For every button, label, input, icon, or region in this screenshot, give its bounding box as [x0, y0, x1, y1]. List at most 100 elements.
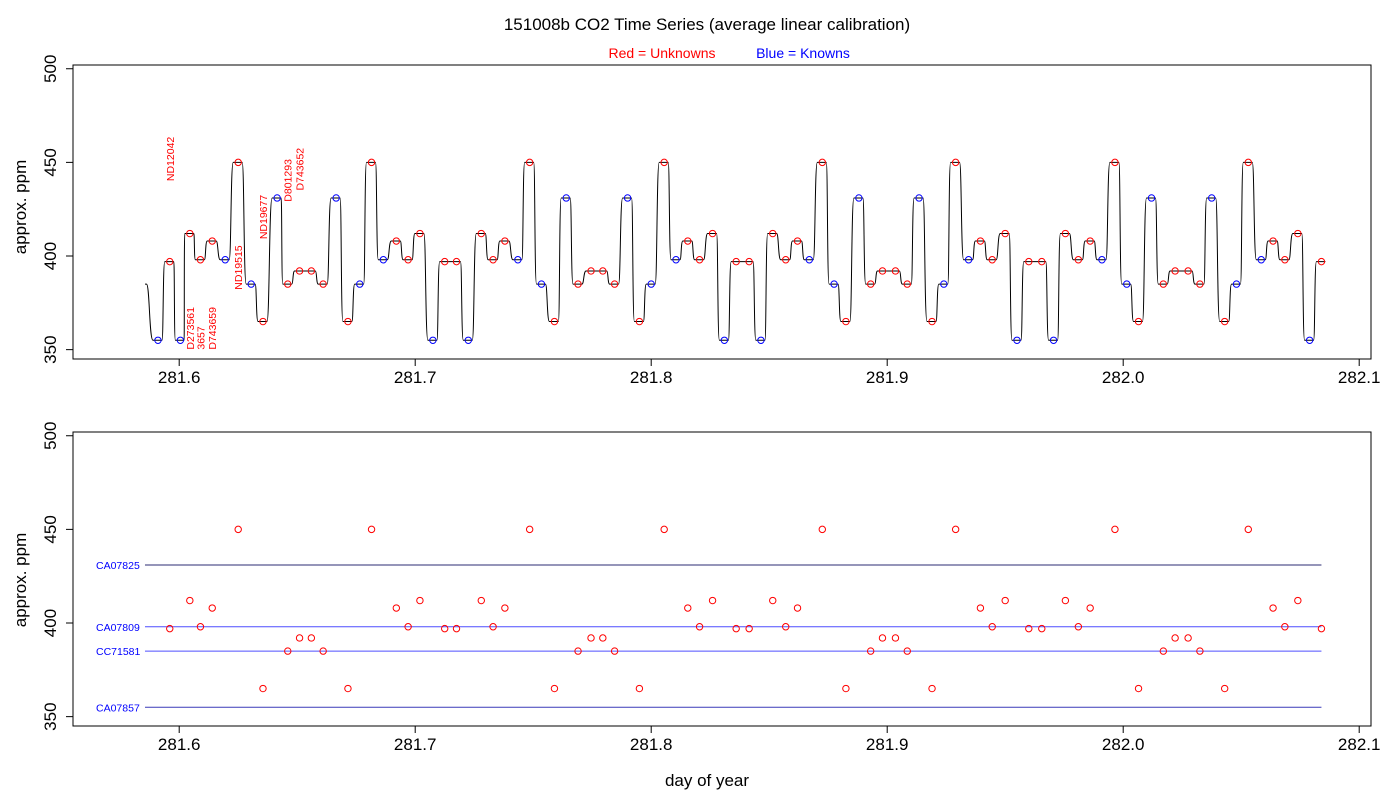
top-y-tick-label: 350: [41, 335, 60, 363]
unknown-point-marker: [307, 267, 316, 275]
unknown-point-marker: [166, 624, 174, 633]
top-panel-time-series: approx. ppm 281.6 281.7 281.8 281.9 282.0 282…: [11, 55, 1380, 387]
unknown-point-marker: [1111, 525, 1119, 534]
top-plot-frame: [72, 64, 1372, 360]
unknown-point-marker: [976, 604, 985, 612]
unknown-point-marker: [818, 525, 826, 534]
unknown-point-marker: [501, 237, 509, 245]
unknown-point-marker: [599, 634, 607, 642]
sample-id-label: D273561: [185, 307, 197, 350]
unknown-point-marker: [1134, 684, 1143, 693]
unknown-point-marker: [903, 280, 911, 288]
known-point-marker: [1232, 280, 1241, 288]
known-point-marker: [672, 256, 680, 264]
unknown-point-marker: [1244, 158, 1252, 167]
unknown-point-marker: [441, 624, 449, 633]
unknown-point-marker: [367, 158, 376, 167]
unknown-point-marker: [684, 604, 692, 612]
known-point-marker: [247, 280, 255, 288]
unknown-point-marker: [599, 267, 607, 275]
unknown-point-marker: [1159, 647, 1168, 655]
unknown-point-marker: [1134, 317, 1143, 326]
bottom-x-tick-label: 282.0: [1102, 735, 1145, 754]
bottom-x-tick-label: 281.8: [630, 735, 673, 754]
unknown-point-marker: [610, 280, 619, 288]
unknown-point-marker: [1038, 624, 1046, 633]
sample-id-label: ND19515: [233, 245, 245, 290]
legend-knowns: Blue = Knowns: [756, 45, 850, 61]
known-point-marker: [940, 280, 948, 288]
unknown-point-marker: [745, 257, 753, 266]
bottom-y-tick-label: 350: [41, 702, 60, 730]
unknown-point-marker: [695, 623, 704, 631]
unknown-point-marker: [1001, 229, 1009, 238]
known-point-marker: [356, 280, 364, 288]
known-point-marker: [964, 256, 973, 264]
unknown-point-marker: [186, 229, 194, 238]
top-x-tick-label: 281.9: [866, 368, 909, 387]
unknown-point-marker: [284, 647, 292, 655]
unknown-point-marker: [284, 280, 292, 288]
sample-id-label: 3657: [195, 326, 207, 350]
bottom-y-axis-label: approx. ppm: [11, 533, 30, 628]
unknown-point-marker: [234, 525, 242, 534]
top-y-tick-label: 450: [41, 148, 60, 176]
unknown-point-marker: [732, 624, 740, 633]
sample-id-label: D801293: [283, 159, 295, 202]
unknown-point-marker: [1086, 237, 1094, 245]
unknown-point-marker: [1220, 317, 1229, 326]
known-point-marker: [562, 194, 570, 202]
top-x-tick-label: 281.7: [394, 368, 437, 387]
unknown-point-marker: [878, 634, 887, 642]
unknown-point-marker: [452, 257, 461, 266]
unknown-point-marker: [695, 256, 704, 264]
standard-id-label: CA07857: [96, 702, 140, 714]
known-point-marker: [1123, 280, 1131, 288]
unknown-point-marker: [1086, 604, 1094, 612]
top-y-axis-label: approx. ppm: [11, 160, 30, 255]
unknown-point-marker: [745, 624, 753, 633]
known-point-marker: [915, 194, 923, 202]
unknown-point-marker: [1171, 267, 1179, 275]
unknown-point-marker: [842, 684, 850, 693]
bottom-x-tick-label: 282.1: [1338, 735, 1381, 754]
known-point-marker: [1098, 256, 1106, 264]
unknown-point-marker: [550, 317, 559, 326]
unknown-point-marker: [307, 634, 316, 642]
unknown-point-marker: [1184, 634, 1192, 642]
unknown-point-marker: [1294, 229, 1302, 238]
top-x-tick-label: 281.6: [158, 368, 201, 387]
bottom-y-tick-label: 400: [41, 609, 60, 637]
known-point-marker: [623, 194, 632, 202]
unknown-point-marker: [1001, 596, 1009, 605]
unknown-point-marker: [782, 256, 790, 264]
unknown-point-marker: [295, 267, 304, 275]
known-point-marker: [830, 280, 838, 288]
unknown-point-marker: [635, 684, 644, 693]
unknown-point-marker: [404, 256, 412, 264]
unknown-point-marker: [866, 280, 875, 288]
unknown-point-marker: [477, 229, 485, 238]
unknown-point-marker: [1159, 280, 1168, 288]
unknown-point-marker: [1269, 237, 1277, 245]
unknown-point-marker: [928, 317, 936, 326]
known-point-marker: [647, 280, 655, 288]
co2-trace-line: [145, 161, 1326, 341]
unknown-point-marker: [793, 604, 802, 612]
unknown-point-marker: [891, 267, 900, 275]
unknown-point-marker: [660, 158, 668, 167]
unknown-point-marker: [404, 623, 412, 631]
unknown-point-marker: [501, 604, 509, 612]
unknown-point-marker: [525, 158, 534, 167]
unknown-point-marker: [186, 596, 194, 605]
sample-id-label: ND19677: [258, 195, 270, 240]
unknown-point-marker: [208, 604, 216, 612]
unknown-point-marker: [295, 634, 304, 642]
known-point-marker: [154, 336, 162, 344]
known-point-marker: [1257, 256, 1265, 264]
known-point-marker: [537, 280, 546, 288]
top-x-tick-label: 281.8: [630, 368, 673, 387]
standard-id-label: CC71581: [96, 646, 141, 658]
known-point-marker: [221, 256, 229, 264]
unknown-point-marker: [344, 684, 352, 693]
